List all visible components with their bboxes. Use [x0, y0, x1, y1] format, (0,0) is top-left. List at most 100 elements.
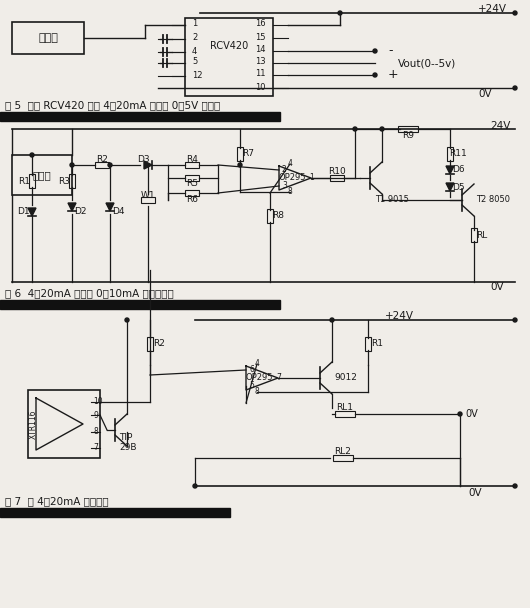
Circle shape [238, 163, 242, 167]
Circle shape [373, 49, 377, 53]
Bar [398, 126, 418, 132]
Text: 1: 1 [192, 19, 197, 29]
Bar [29, 174, 35, 188]
Text: 图 5  利用 RCV420 构成 4～20mA 变换为 0～5V 的原理: 图 5 利用 RCV420 构成 4～20mA 变换为 0～5V 的原理 [5, 100, 220, 110]
Circle shape [330, 318, 334, 322]
Text: +24V: +24V [478, 4, 507, 14]
Text: RL1: RL1 [337, 404, 354, 412]
Bar [69, 174, 75, 188]
Text: 12: 12 [192, 71, 202, 80]
Text: OP295: OP295 [278, 173, 306, 182]
Text: R8: R8 [272, 212, 284, 221]
Bar [365, 337, 371, 351]
Text: Vout(0--5v): Vout(0--5v) [398, 58, 456, 68]
Circle shape [108, 163, 112, 167]
Bar [471, 228, 477, 242]
Bar [335, 411, 355, 417]
Circle shape [380, 127, 384, 131]
Text: 5: 5 [249, 381, 254, 390]
Text: R2: R2 [153, 339, 165, 348]
Text: +24V: +24V [385, 311, 414, 321]
Text: 0V: 0V [468, 488, 482, 498]
Text: 变送器: 变送器 [38, 33, 58, 43]
Text: R4: R4 [186, 154, 198, 164]
Text: 0V: 0V [465, 409, 478, 419]
Circle shape [193, 484, 197, 488]
Bar [267, 209, 273, 223]
Bar [330, 175, 344, 181]
Text: D6: D6 [452, 165, 464, 174]
Text: D5: D5 [452, 182, 464, 192]
Circle shape [373, 73, 377, 77]
Bar [185, 18, 273, 96]
Text: 7: 7 [93, 443, 98, 452]
Text: 3: 3 [282, 182, 287, 190]
Text: 4: 4 [192, 46, 197, 55]
Polygon shape [446, 183, 454, 191]
Text: 4: 4 [288, 159, 293, 168]
Circle shape [513, 86, 517, 90]
Text: XTR116: XTR116 [29, 409, 38, 439]
Text: 8: 8 [288, 187, 293, 196]
Polygon shape [144, 161, 152, 169]
Bar [185, 175, 199, 181]
Circle shape [458, 412, 462, 416]
Circle shape [30, 153, 34, 157]
Text: 5: 5 [192, 58, 197, 66]
Text: R3: R3 [58, 176, 70, 185]
Text: 2: 2 [192, 33, 197, 43]
Bar [237, 147, 243, 161]
Text: 0V: 0V [478, 89, 492, 99]
Text: R7: R7 [242, 150, 254, 159]
Bar [0, 300, 280, 309]
Text: 6: 6 [249, 365, 254, 375]
Bar [185, 190, 199, 196]
Polygon shape [28, 208, 36, 216]
Bar [333, 455, 353, 461]
Text: R6: R6 [186, 196, 198, 204]
Bar [12, 22, 84, 54]
Text: T2 8050: T2 8050 [476, 196, 510, 204]
Bar [0, 508, 230, 517]
Text: 10: 10 [255, 83, 266, 91]
Bar [147, 337, 153, 351]
Bar [141, 197, 155, 203]
Text: D4: D4 [112, 207, 124, 216]
Text: D2: D2 [74, 207, 86, 216]
Text: R2: R2 [96, 154, 108, 164]
Text: 0V: 0V [490, 282, 503, 292]
Text: 变送器: 变送器 [33, 170, 51, 180]
Text: 15: 15 [255, 32, 266, 41]
Circle shape [70, 163, 74, 167]
Text: R11: R11 [449, 150, 467, 159]
Text: 7: 7 [276, 373, 281, 382]
Text: 8: 8 [93, 427, 98, 437]
Text: T1 9015: T1 9015 [375, 196, 409, 204]
Polygon shape [446, 166, 454, 174]
Polygon shape [106, 203, 114, 211]
Text: R1: R1 [371, 339, 383, 348]
Text: 29B: 29B [119, 443, 137, 452]
Circle shape [513, 11, 517, 15]
Text: W1: W1 [140, 190, 155, 199]
Circle shape [513, 318, 517, 322]
Text: RL2: RL2 [334, 446, 351, 455]
Text: 4: 4 [254, 359, 260, 368]
Text: TIP: TIP [119, 434, 132, 443]
Bar [28, 390, 100, 458]
Text: 16: 16 [255, 19, 266, 29]
Text: 14: 14 [255, 46, 266, 55]
Circle shape [353, 127, 357, 131]
Text: 图 7  双 4～20mA 输出原理: 图 7 双 4～20mA 输出原理 [5, 496, 109, 506]
Bar [12, 155, 72, 195]
Circle shape [338, 11, 342, 15]
Polygon shape [68, 203, 76, 211]
Text: R5: R5 [186, 179, 198, 188]
Bar [447, 147, 453, 161]
Text: 24V: 24V [490, 121, 510, 131]
Text: D3: D3 [137, 154, 149, 164]
Text: 9: 9 [93, 410, 98, 420]
Text: 1: 1 [309, 173, 314, 182]
Text: 11: 11 [255, 69, 266, 78]
Text: +: + [388, 69, 399, 81]
